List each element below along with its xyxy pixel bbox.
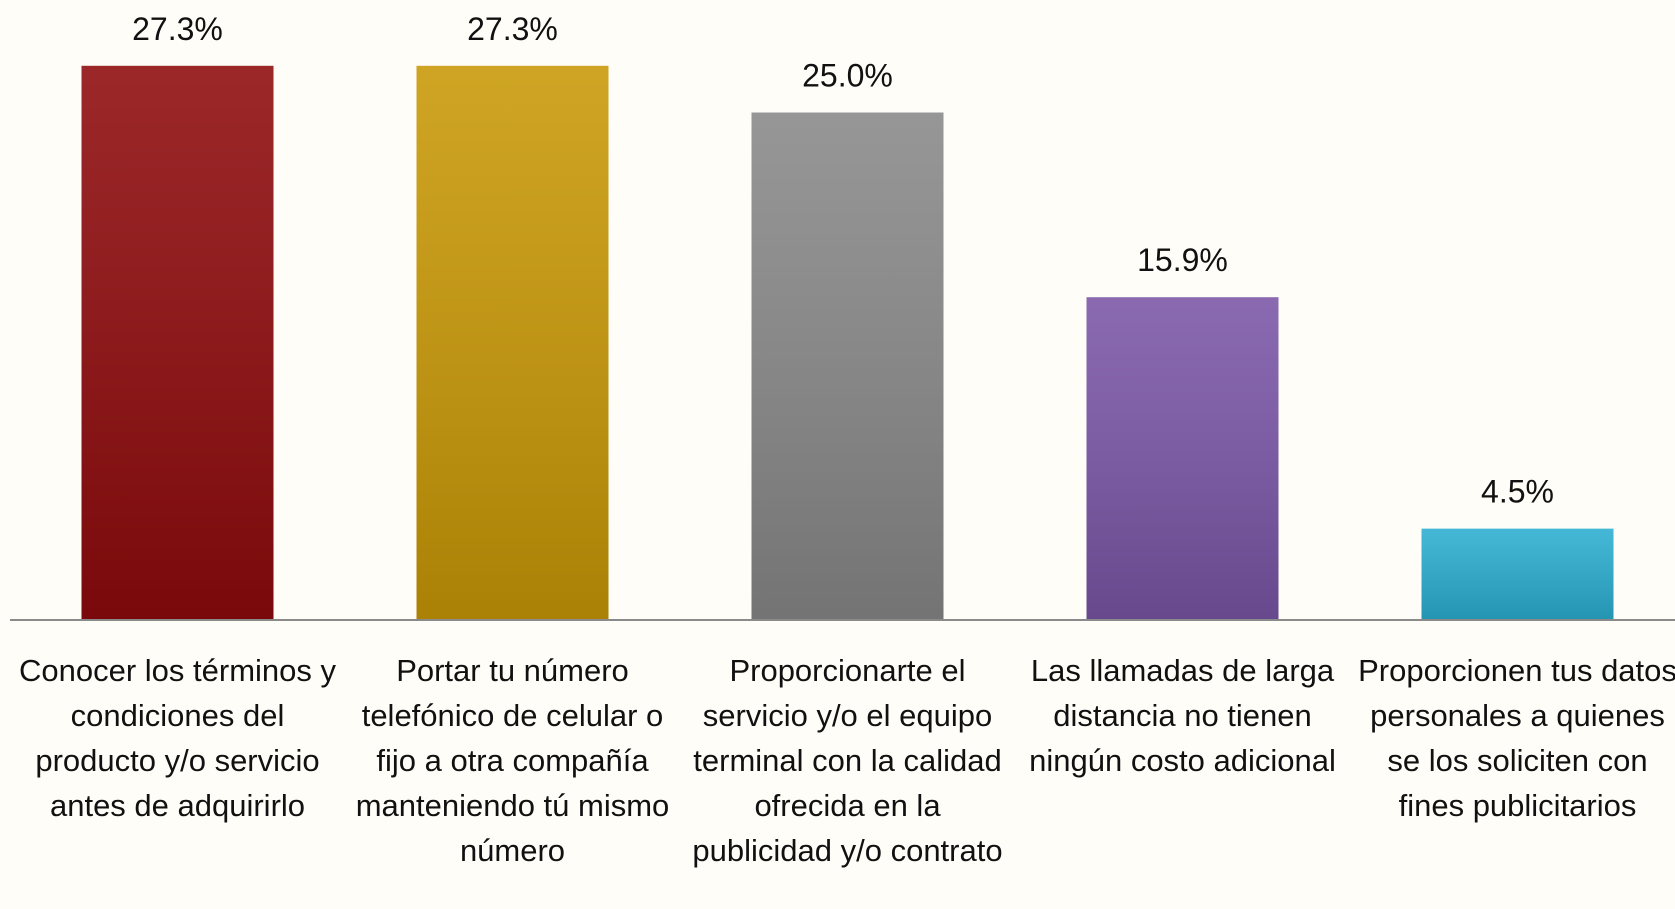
value-label: 27.3%: [132, 11, 223, 47]
x-tick-label: Proporcionen tus datos personales a quie…: [1358, 653, 1675, 823]
x-tick-label: Portar tu número telefónico de celular o…: [355, 653, 670, 868]
bar: [751, 112, 944, 620]
x-tick-label: Conocer los términos y condiciones del p…: [18, 653, 336, 823]
value-label: 15.9%: [1137, 242, 1228, 278]
bar: [1086, 297, 1279, 620]
x-tick-label: Proporcionarte el servicio y/o el equipo…: [692, 653, 1003, 868]
value-label: 25.0%: [802, 58, 893, 94]
x-tick-label: Las llamadas de larga distancia no tiene…: [1029, 653, 1336, 778]
bar: [1421, 528, 1614, 620]
bar: [81, 65, 274, 620]
bar: [416, 65, 609, 620]
value-label: 4.5%: [1481, 474, 1554, 510]
value-label: 27.3%: [467, 11, 558, 47]
